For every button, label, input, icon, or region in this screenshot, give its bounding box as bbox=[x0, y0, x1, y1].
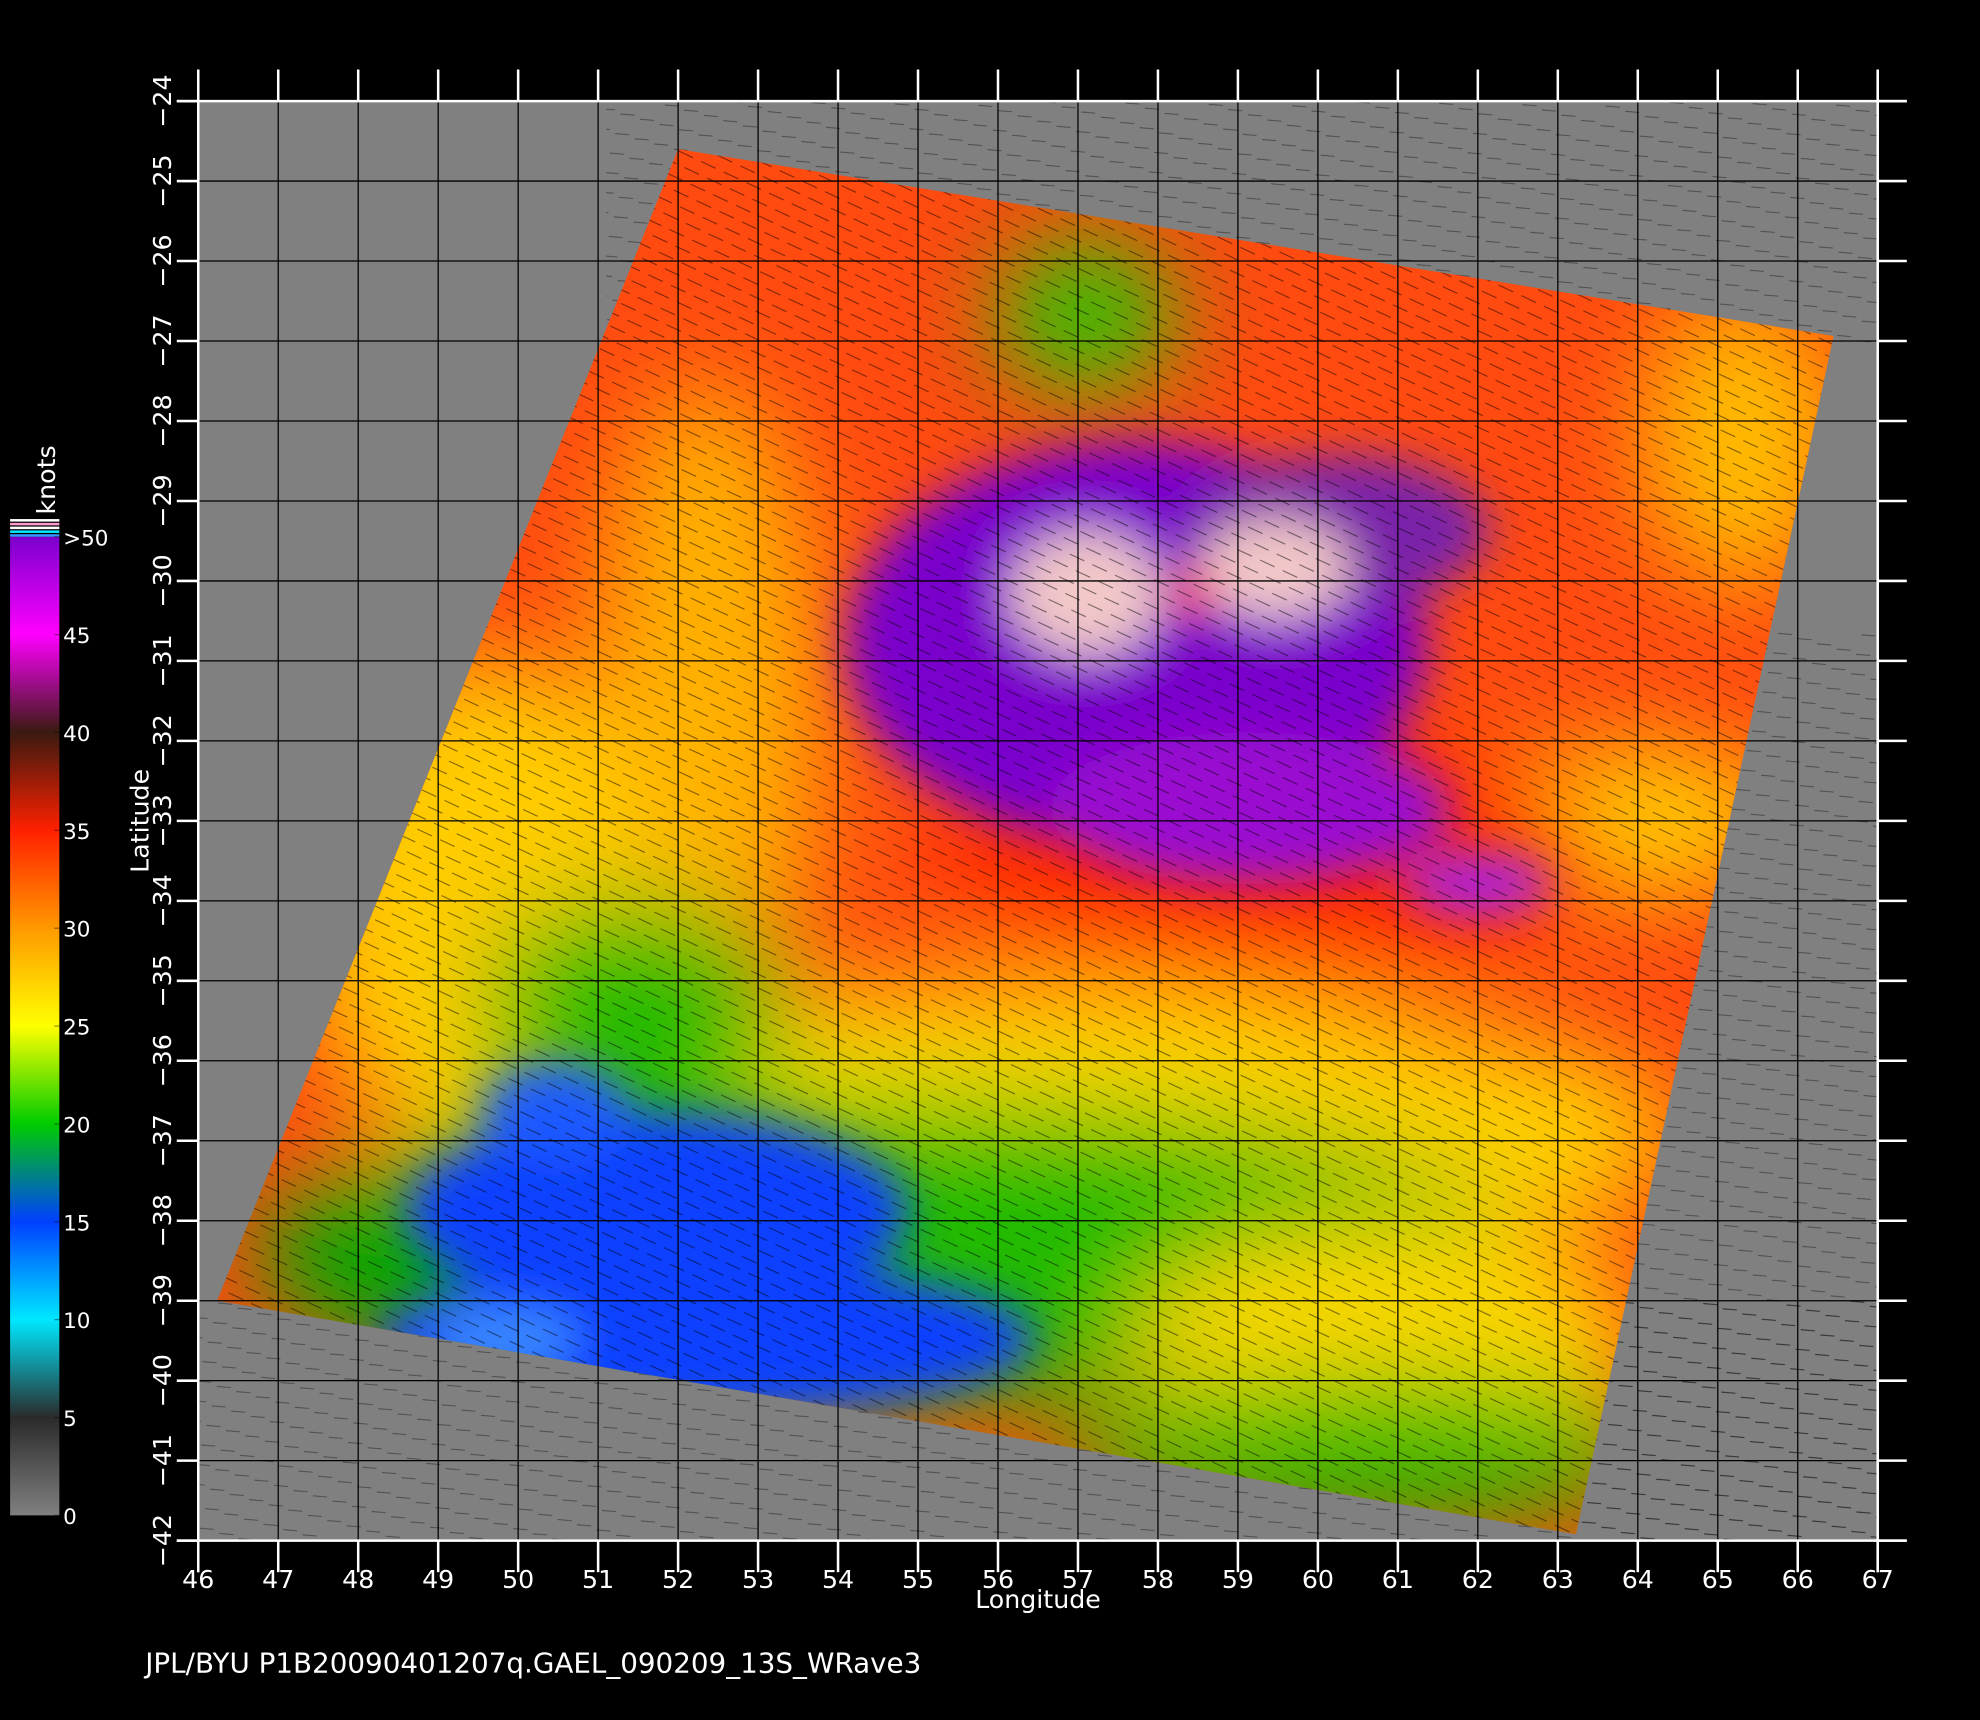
x-tick-label: 62 bbox=[1462, 1565, 1494, 1594]
y-axis-label: Latitude bbox=[125, 769, 154, 873]
y-tick-label: −27 bbox=[148, 314, 177, 367]
y-tick-label: −24 bbox=[148, 74, 177, 127]
y-tick-label: −40 bbox=[148, 1354, 177, 1407]
y-tick-label: −35 bbox=[148, 954, 177, 1007]
x-tick-label: 66 bbox=[1782, 1565, 1814, 1594]
x-tick-label: 50 bbox=[502, 1565, 534, 1594]
x-tick-label: 57 bbox=[1062, 1565, 1094, 1594]
y-tick-label: −34 bbox=[148, 874, 177, 927]
colorbar-tick-label: >50 bbox=[63, 526, 108, 551]
colorbar-cap bbox=[10, 534, 60, 537]
x-tick-label: 47 bbox=[262, 1565, 294, 1594]
colorbar-tick-label: 30 bbox=[63, 918, 90, 943]
colorbar-cap bbox=[10, 530, 60, 533]
x-tick-label: 54 bbox=[822, 1565, 854, 1594]
y-tick-label: −41 bbox=[148, 1434, 177, 1487]
x-tick-label: 56 bbox=[982, 1565, 1014, 1594]
y-tick-label: −42 bbox=[148, 1514, 177, 1567]
colorbar-tick-label: 15 bbox=[63, 1211, 90, 1236]
y-tick-label: −28 bbox=[148, 394, 177, 447]
colorbar-tick-label: 20 bbox=[63, 1113, 90, 1138]
x-tick-label: 51 bbox=[582, 1565, 614, 1594]
x-tick-label: 63 bbox=[1542, 1565, 1574, 1594]
y-tick-label: −31 bbox=[148, 634, 177, 687]
footer: JPL/BYU P1B20090401207q.GAEL_090209_13S_… bbox=[143, 1646, 921, 1679]
x-tick-label: 61 bbox=[1382, 1565, 1414, 1594]
colorbar-tick-label: 5 bbox=[63, 1407, 77, 1432]
x-tick-label: 64 bbox=[1622, 1565, 1654, 1594]
y-tick-label: −29 bbox=[148, 474, 177, 527]
colorbar-scale bbox=[10, 536, 60, 1516]
y-tick-label: −39 bbox=[148, 1274, 177, 1327]
colorbar-tick-label: 10 bbox=[63, 1309, 90, 1334]
x-tick-label: 53 bbox=[742, 1565, 774, 1594]
colorbar-tick-label: 25 bbox=[63, 1016, 90, 1041]
x-tick-label: 49 bbox=[422, 1565, 454, 1594]
x-axis-label: Longitude bbox=[975, 1585, 1101, 1614]
x-tick-label: 46 bbox=[182, 1565, 214, 1594]
x-tick-label: 59 bbox=[1222, 1565, 1254, 1594]
colorbar-tick-label: 35 bbox=[63, 820, 90, 845]
y-tick-label: −25 bbox=[148, 154, 177, 207]
y-tick-label: −37 bbox=[148, 1114, 177, 1167]
colorbar-cap bbox=[10, 526, 60, 530]
colorbar-tick-label: 40 bbox=[63, 722, 90, 747]
grid bbox=[197, 100, 1879, 1542]
y-tick-label: −26 bbox=[148, 234, 177, 287]
x-tick-label: 58 bbox=[1142, 1565, 1174, 1594]
y-tick-label: −32 bbox=[148, 714, 177, 767]
colorbar-cap bbox=[10, 519, 60, 522]
y-tick-label: −38 bbox=[148, 1194, 177, 1247]
x-tick-label: 55 bbox=[902, 1565, 934, 1594]
axes: 46 47 48 49 50 51 52 53 54 55 56 57 58 59 60 61 62 63 64 65… bbox=[148, 69, 1907, 1594]
y-tick-label: −33 bbox=[148, 794, 177, 847]
x-tick-label: 67 bbox=[1862, 1565, 1894, 1594]
y-tick-label: −30 bbox=[148, 554, 177, 607]
x-tick-label: 48 bbox=[342, 1565, 374, 1594]
colorbar-tick-label: 0 bbox=[63, 1505, 77, 1530]
y-tick-label: −36 bbox=[148, 1034, 177, 1087]
x-tick-label: 52 bbox=[662, 1565, 694, 1594]
x-tick-label: 65 bbox=[1702, 1565, 1734, 1594]
colorbar-tick-label: 45 bbox=[63, 624, 90, 649]
colorbar-cap bbox=[10, 522, 60, 526]
x-tick-label: 60 bbox=[1302, 1565, 1334, 1594]
colorbar-label: knots bbox=[32, 445, 61, 514]
